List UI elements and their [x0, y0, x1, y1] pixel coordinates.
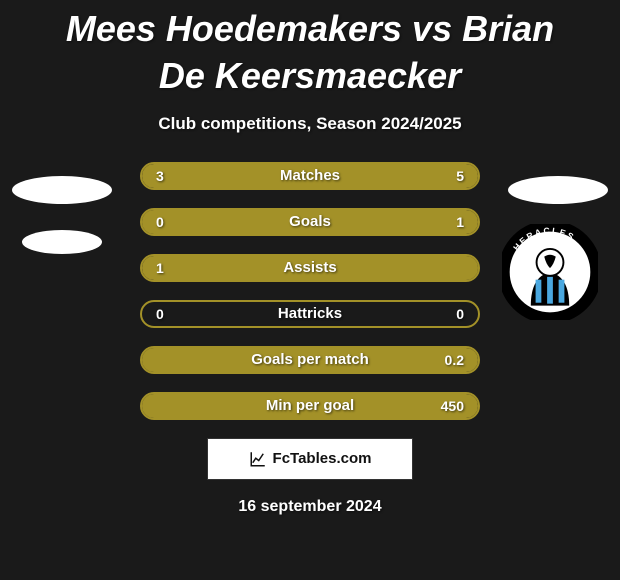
- stat-row: 0Hattricks0: [140, 300, 480, 328]
- subtitle: Club competitions, Season 2024/2025: [0, 114, 620, 134]
- stat-row: 3Matches5: [140, 162, 480, 190]
- club-badge-right: HERACLES: [502, 224, 598, 320]
- stat-value-right: 1: [456, 210, 464, 234]
- stats-comparison: 3Matches50Goals11Assists0Hattricks0Goals…: [140, 162, 480, 420]
- footer-brand-label: FcTables.com: [273, 450, 372, 467]
- stat-value-right: 0: [456, 302, 464, 326]
- date-label: 16 september 2024: [0, 498, 620, 516]
- avatar-player-left: [22, 230, 102, 254]
- stat-row: Goals per match0.2: [140, 346, 480, 374]
- avatar-team-right: [508, 176, 608, 204]
- page-title: Mees Hoedemakers vs Brian De Keersmaecke…: [0, 0, 620, 100]
- avatar-team-left: [12, 176, 112, 204]
- stat-value-right: 0.2: [445, 348, 464, 372]
- footer-brand-badge[interactable]: FcTables.com: [207, 438, 413, 480]
- stat-row: 1Assists: [140, 254, 480, 282]
- stat-label: Hattricks: [142, 302, 478, 326]
- stat-value-right: 5: [456, 164, 464, 188]
- stat-value-right: 450: [441, 394, 464, 418]
- stat-row: 0Goals1: [140, 208, 480, 236]
- stat-row: Min per goal450: [140, 392, 480, 420]
- stat-label: Min per goal: [142, 394, 478, 418]
- chart-icon: [249, 450, 267, 468]
- stat-label: Matches: [142, 164, 478, 188]
- stat-label: Assists: [142, 256, 478, 280]
- stat-label: Goals per match: [142, 348, 478, 372]
- stat-label: Goals: [142, 210, 478, 234]
